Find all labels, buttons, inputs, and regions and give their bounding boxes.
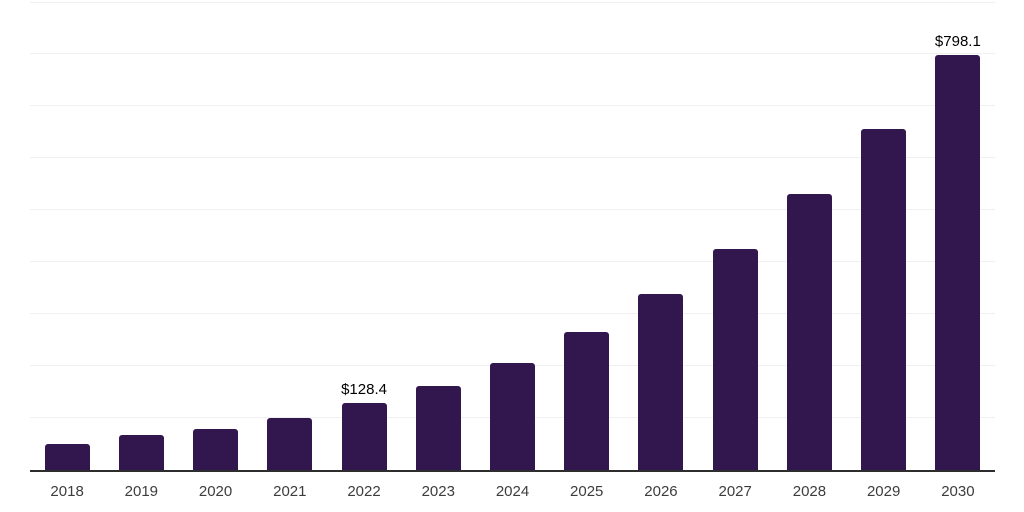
- gridline-900: [30, 1, 995, 3]
- x-tick-label-2022: 2022: [347, 483, 381, 500]
- x-axis: 2018 2019 2020 2021 2022 2023 2024 2025 2026 2027…: [30, 483, 995, 503]
- x-tick-label-2027: 2027: [718, 483, 752, 500]
- x-tick-label-2018: 2018: [50, 483, 84, 500]
- bar-2019: [118, 435, 164, 470]
- bar-2028: [786, 194, 832, 470]
- bar-value-label-2030: $798.1: [934, 33, 981, 51]
- bar-2030: [935, 55, 981, 470]
- x-tick-label-2028: 2028: [792, 483, 827, 500]
- x-tick-label-2019: 2019: [124, 483, 159, 500]
- bar-2023: [415, 386, 461, 470]
- bar-2024: [490, 362, 535, 470]
- bar-value-label-2022: $128.4: [341, 381, 387, 399]
- gridline-400: [30, 261, 995, 263]
- bar-2021: [267, 418, 313, 470]
- bar-2018: [44, 444, 90, 470]
- gridline-300: [30, 313, 995, 315]
- plot-area: $128.4 $798.1: [30, 0, 995, 472]
- gridline-500: [30, 209, 995, 211]
- gridline-800: [30, 53, 995, 55]
- x-tick-label-2029: 2029: [866, 483, 901, 500]
- gridline-600: [30, 157, 995, 159]
- bar-2027: [712, 249, 758, 470]
- bar-2029: [861, 129, 907, 470]
- x-tick-label-2021: 2021: [273, 483, 307, 500]
- bar-2022: [341, 403, 387, 470]
- bar-2020: [193, 428, 239, 470]
- x-tick-label-2030: 2030: [941, 483, 975, 500]
- x-tick-label-2024: 2024: [495, 483, 530, 500]
- x-tick-label-2025: 2025: [570, 483, 604, 500]
- x-tick-label-2020: 2020: [198, 483, 233, 500]
- bar-2025: [564, 331, 610, 470]
- gridline-700: [30, 105, 995, 107]
- bar-2026: [638, 294, 684, 470]
- x-tick-label-2026: 2026: [644, 483, 678, 500]
- x-tick-label-2023: 2023: [421, 483, 455, 500]
